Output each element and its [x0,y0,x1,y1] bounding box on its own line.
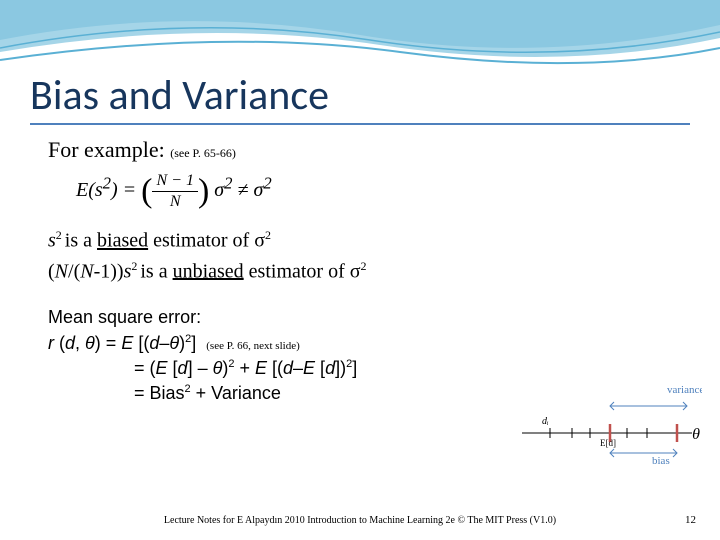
example-label: For example: [48,137,165,162]
example-see: (see P. 65-66) [170,146,236,160]
title-underline [30,123,690,125]
expectation-formula: E(s2) = (N − 1N) σ2 ≠ σ2 [76,173,690,210]
mse-heading: Mean square error: [48,305,690,330]
mse-block: Mean square error: r (d, θ) = E [(d–θ)2]… [48,305,690,406]
di-label: dᵢ [542,416,549,427]
page-number: 12 [685,514,696,526]
bias-label: bias [652,455,670,467]
unbiased-statement: (N/(N-1))s2 is a unbiased estimator of σ… [48,259,690,284]
biased-statement: s2 is a biased estimator of σ2 [48,228,690,253]
slide-title: Bias and Variance [30,70,690,121]
mse-line3: = Bias2 + Variance [48,381,690,406]
mse-line2: = (E [d] – θ)2 + E [(d–E [d])2] [48,356,690,381]
theta-label: θ [692,426,700,444]
example-line: For example: (see P. 65-66) [48,137,690,163]
footer-text: Lecture Notes for E Alpaydın 2010 Introd… [0,515,720,526]
ed-label: E[d] [600,438,616,448]
mse-line1: r (d, θ) = E [(d–θ)2] (see P. 66, next s… [48,331,690,356]
